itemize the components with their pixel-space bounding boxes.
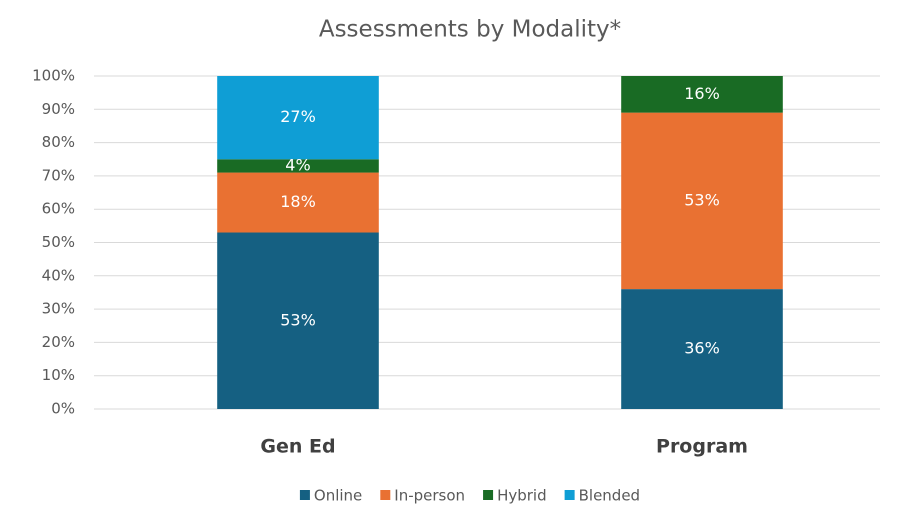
- y-tick-label: 90%: [42, 100, 75, 118]
- y-tick-label: 10%: [42, 366, 75, 384]
- bar-segment: [621, 289, 783, 409]
- bar-segment: [217, 172, 379, 233]
- bar-segment: [621, 112, 783, 290]
- y-tick-label: 50%: [42, 233, 75, 251]
- data-label: 53%: [684, 190, 720, 209]
- bar-segment: [621, 76, 783, 113]
- data-label: 36%: [684, 339, 720, 358]
- y-tick-label: 30%: [42, 300, 75, 318]
- x-tick-label: Gen Ed: [260, 436, 335, 458]
- data-label: 4%: [285, 155, 310, 174]
- legend-label: Online: [314, 487, 362, 505]
- data-label: 53%: [280, 310, 316, 329]
- y-tick-label: 100%: [32, 67, 75, 85]
- legend-label: In-person: [394, 487, 465, 505]
- legend-swatch: [483, 490, 494, 500]
- labels: Gen Ed 53% 18% 4% 27% Program 36% 53% 16%: [260, 84, 748, 458]
- bar-segment: [217, 159, 379, 173]
- y-tick-label: 0%: [51, 400, 75, 418]
- data-label: 27%: [280, 107, 316, 126]
- data-label: 18%: [280, 192, 316, 211]
- x-tick-label: Program: [656, 436, 748, 458]
- data-label: 16%: [684, 84, 720, 103]
- y-tick-label: 20%: [42, 333, 75, 351]
- legend-swatch: [564, 490, 575, 500]
- legend-swatch: [299, 490, 310, 500]
- legend-label: Hybrid: [497, 487, 547, 505]
- bar-segment: [217, 76, 379, 160]
- legend-swatch: [380, 490, 391, 500]
- y-tick-label: 70%: [42, 166, 75, 184]
- bars: [217, 76, 783, 409]
- y-tick-label: 40%: [42, 266, 75, 284]
- chart-title: Assessments by Modality*: [319, 17, 621, 43]
- legend-label: Blended: [579, 487, 640, 505]
- legend: Online In-person Hybrid Blended: [299, 487, 640, 505]
- y-tick-label: 80%: [42, 133, 75, 151]
- bar-segment: [217, 232, 379, 409]
- y-tick-label: 60%: [42, 200, 75, 218]
